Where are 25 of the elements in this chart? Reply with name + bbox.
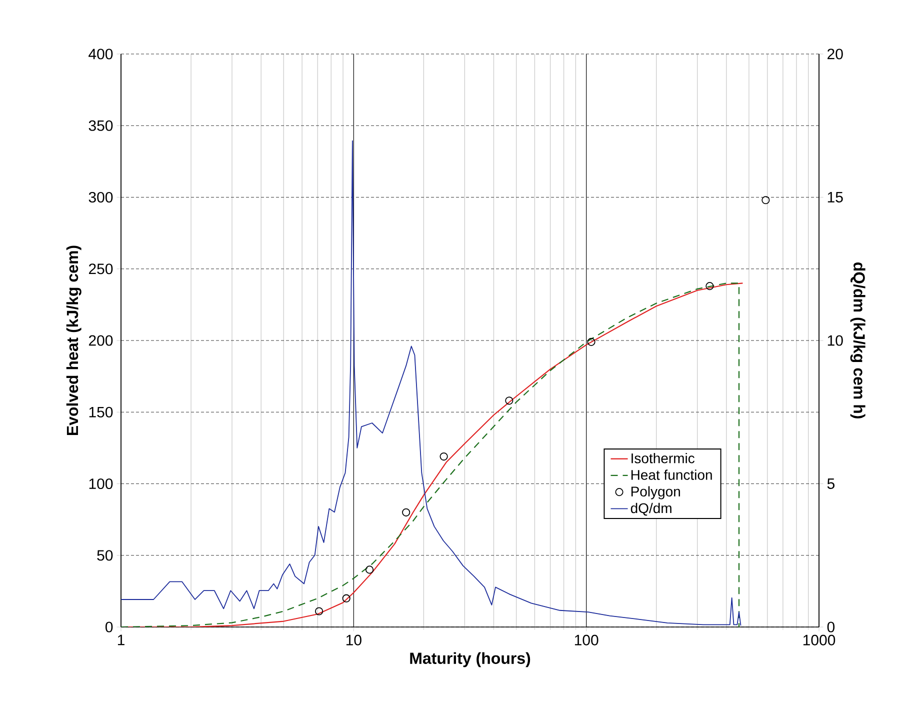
y-tick-label: 0 xyxy=(105,622,113,632)
y2-tick-label: 0 xyxy=(827,622,835,632)
y-tick-label: 200 xyxy=(88,335,113,346)
y-tick-label: 350 xyxy=(88,120,113,131)
y2-axis-title: dQ/dm (kJ/kg cem h) xyxy=(850,262,866,418)
y-tick-label: 400 xyxy=(88,48,113,60)
y-tick-label: 100 xyxy=(89,478,113,490)
legend-label: Polygon xyxy=(631,486,680,500)
y-tick-label: 50 xyxy=(97,550,113,561)
y-tick-label: 250 xyxy=(88,264,113,274)
y-axis-title: Evolved heat (kJ/kg cem) xyxy=(66,246,82,436)
y-tick-label: 300 xyxy=(88,192,113,203)
legend-label: Heat function xyxy=(631,470,712,480)
x-axis-title: Maturity (hours) xyxy=(410,652,530,668)
x-tick-label: 1 xyxy=(118,634,124,646)
y2-tick-label: 20 xyxy=(828,48,843,60)
y2-tick-label: 5 xyxy=(827,478,834,489)
x-tick-label: 10 xyxy=(346,634,362,646)
legend-label: dQ/dm xyxy=(630,502,672,516)
x-tick-label: 1000 xyxy=(803,634,836,646)
y-tick-label: 150 xyxy=(89,406,113,418)
legend-label: Isothermic xyxy=(632,452,694,464)
y2-tick-label: 15 xyxy=(828,192,843,202)
y2-tick-label: 10 xyxy=(828,335,843,346)
x-tick-label: 100 xyxy=(574,634,598,646)
